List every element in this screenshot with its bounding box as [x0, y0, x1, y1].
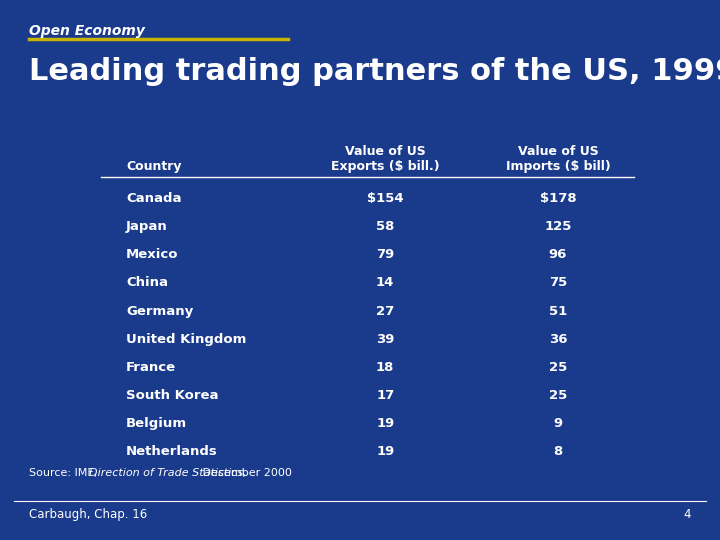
Text: 4: 4: [684, 508, 691, 521]
Text: 39: 39: [376, 333, 395, 346]
Text: Value of US
Imports ($ bill): Value of US Imports ($ bill): [505, 145, 611, 173]
Text: Mexico: Mexico: [126, 248, 179, 261]
Text: 18: 18: [376, 361, 395, 374]
Text: Country: Country: [126, 160, 181, 173]
Text: United Kingdom: United Kingdom: [126, 333, 246, 346]
Text: China: China: [126, 276, 168, 289]
Text: $178: $178: [540, 192, 576, 205]
Text: 14: 14: [376, 276, 395, 289]
Text: 51: 51: [549, 305, 567, 318]
Text: South Korea: South Korea: [126, 389, 218, 402]
Text: 19: 19: [376, 417, 395, 430]
Text: 125: 125: [544, 220, 572, 233]
Text: 19: 19: [376, 445, 395, 458]
Text: Belgium: Belgium: [126, 417, 187, 430]
Text: 25: 25: [549, 361, 567, 374]
Text: $154: $154: [367, 192, 403, 205]
Text: 17: 17: [376, 389, 395, 402]
Text: 36: 36: [549, 333, 567, 346]
Text: Source: IMF,: Source: IMF,: [29, 468, 101, 478]
Text: Carbaugh, Chap. 16: Carbaugh, Chap. 16: [29, 508, 147, 521]
Text: 79: 79: [376, 248, 395, 261]
Text: Direction of Trade Statistics,: Direction of Trade Statistics,: [89, 468, 246, 478]
Text: 25: 25: [549, 389, 567, 402]
Text: Japan: Japan: [126, 220, 168, 233]
Text: Leading trading partners of the US, 1999: Leading trading partners of the US, 1999: [29, 57, 720, 86]
Text: Netherlands: Netherlands: [126, 445, 217, 458]
Text: 8: 8: [554, 445, 562, 458]
Text: 9: 9: [554, 417, 562, 430]
Text: 58: 58: [376, 220, 395, 233]
Text: 96: 96: [549, 248, 567, 261]
Text: December 2000: December 2000: [199, 468, 292, 478]
Text: Germany: Germany: [126, 305, 193, 318]
Text: France: France: [126, 361, 176, 374]
Text: 75: 75: [549, 276, 567, 289]
Text: 27: 27: [376, 305, 395, 318]
Text: Open Economy: Open Economy: [29, 24, 145, 38]
Text: Canada: Canada: [126, 192, 181, 205]
Text: Value of US
Exports ($ bill.): Value of US Exports ($ bill.): [331, 145, 439, 173]
